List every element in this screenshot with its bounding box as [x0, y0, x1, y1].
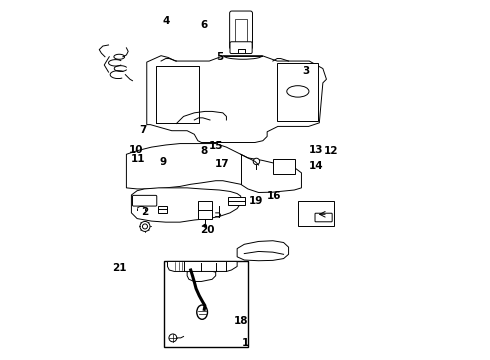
FancyBboxPatch shape: [230, 42, 252, 54]
Text: 12: 12: [323, 147, 338, 157]
Circle shape: [169, 334, 177, 342]
Text: 10: 10: [129, 145, 143, 155]
Text: 19: 19: [248, 197, 263, 206]
Text: 4: 4: [162, 16, 170, 26]
Text: 16: 16: [267, 191, 281, 201]
FancyBboxPatch shape: [230, 11, 252, 49]
Text: 2: 2: [141, 207, 148, 217]
Ellipse shape: [287, 86, 309, 97]
Text: 3: 3: [302, 66, 309, 76]
Polygon shape: [237, 241, 289, 261]
FancyBboxPatch shape: [132, 195, 157, 206]
Bar: [228, 197, 245, 205]
Text: 18: 18: [234, 316, 249, 326]
Circle shape: [143, 224, 147, 229]
Text: 6: 6: [200, 19, 208, 30]
Text: 1: 1: [242, 338, 248, 347]
Text: 20: 20: [200, 225, 215, 235]
Text: 5: 5: [217, 52, 223, 62]
Text: 21: 21: [112, 262, 126, 273]
Circle shape: [140, 221, 150, 231]
Bar: [164, 261, 247, 347]
Polygon shape: [277, 63, 318, 121]
Bar: [235, 18, 247, 44]
Circle shape: [203, 224, 206, 227]
Bar: [298, 202, 334, 226]
Polygon shape: [131, 188, 241, 222]
Bar: [198, 202, 212, 219]
Text: 9: 9: [159, 157, 167, 167]
Text: 8: 8: [200, 147, 208, 157]
Polygon shape: [126, 144, 301, 193]
Bar: [158, 206, 167, 213]
Text: 7: 7: [140, 125, 147, 135]
Text: 17: 17: [215, 159, 229, 169]
Text: 14: 14: [309, 161, 324, 171]
Text: 11: 11: [130, 154, 145, 163]
Ellipse shape: [197, 305, 207, 319]
Text: 15: 15: [209, 141, 223, 151]
Polygon shape: [147, 56, 326, 143]
Circle shape: [253, 158, 260, 165]
Polygon shape: [187, 270, 216, 282]
Text: 13: 13: [309, 145, 324, 155]
FancyBboxPatch shape: [315, 213, 332, 222]
Polygon shape: [168, 261, 237, 271]
Bar: [273, 159, 295, 174]
